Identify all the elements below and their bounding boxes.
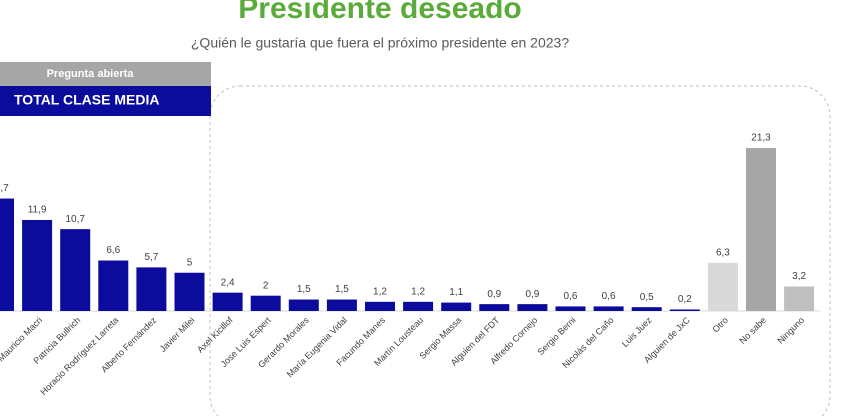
value-label: 5,7	[144, 252, 158, 263]
value-label: 11,9	[28, 205, 47, 216]
bar	[0, 198, 14, 311]
category-label: Ninguno	[775, 315, 806, 346]
category-label: Javier Milei	[158, 315, 197, 354]
value-label: 1,5	[335, 284, 349, 295]
bar	[60, 229, 91, 311]
chart-title: Presidente deseado	[238, 0, 521, 25]
bar	[250, 295, 281, 311]
value-label: 21,3	[751, 133, 771, 144]
value-label: 10,7	[65, 214, 85, 225]
chart-subtitle: ¿Quién le gustaría que fuera el próximo …	[191, 35, 569, 51]
bar	[98, 260, 129, 311]
value-label: 14,7	[0, 183, 9, 194]
value-label: 0,9	[487, 289, 501, 300]
value-label: 0,9	[525, 289, 539, 300]
value-label: 1,5	[297, 284, 311, 295]
category-label: Otro	[711, 315, 730, 334]
bar	[593, 306, 624, 311]
bar	[707, 262, 738, 311]
bar	[517, 304, 548, 311]
bar	[174, 272, 205, 311]
segment-text: TOTAL CLASE MEDIA	[14, 92, 159, 108]
value-label: 0,6	[564, 291, 578, 302]
value-label: 2,4	[221, 277, 235, 288]
value-label: 1,1	[449, 287, 463, 298]
value-label: 0,6	[602, 291, 616, 302]
bar	[555, 306, 586, 311]
category-label: Luis Juez	[620, 315, 654, 349]
bar	[784, 286, 815, 311]
category-label: Axel Kicillof	[195, 315, 235, 355]
panel-border	[209, 85, 831, 416]
value-label: 5	[187, 257, 193, 268]
bar	[22, 219, 53, 311]
bar	[288, 299, 319, 311]
bar	[441, 302, 472, 311]
segment-box	[0, 86, 211, 116]
value-label: 2	[263, 280, 269, 291]
value-label: 3,2	[792, 271, 806, 282]
category-label: Horacio Rodríguez Larreta	[38, 315, 120, 397]
bar	[669, 309, 700, 311]
value-label: 6,3	[716, 247, 730, 258]
bar	[136, 267, 167, 311]
value-label: 6,6	[106, 245, 120, 256]
value-label: 1,2	[373, 286, 387, 297]
bar	[479, 304, 510, 311]
bar	[212, 292, 243, 311]
bar	[746, 148, 776, 311]
value-label: 0,5	[640, 292, 654, 303]
category-label: Sergio Berni	[535, 315, 577, 357]
bar	[365, 301, 395, 311]
value-label: 0,2	[678, 294, 692, 305]
tag-text: Pregunta abierta	[47, 68, 135, 80]
category-label: No sabe	[737, 315, 768, 346]
bar	[403, 301, 434, 311]
bar	[326, 299, 357, 311]
tag-box	[0, 62, 211, 86]
bar	[631, 307, 662, 311]
value-label: 1,2	[411, 286, 425, 297]
